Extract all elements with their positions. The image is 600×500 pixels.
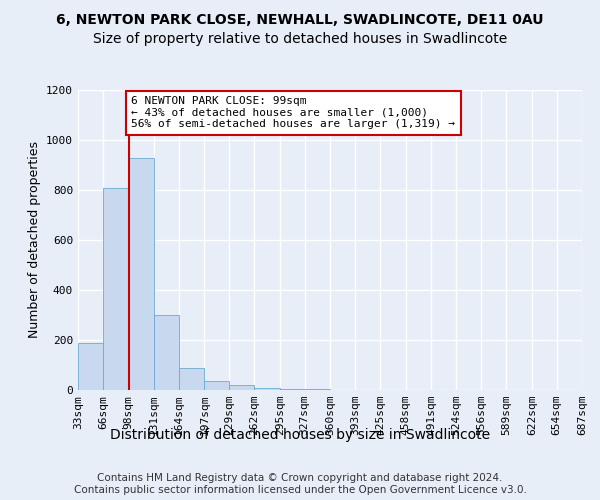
Text: 6 NEWTON PARK CLOSE: 99sqm
← 43% of detached houses are smaller (1,000)
56% of s: 6 NEWTON PARK CLOSE: 99sqm ← 43% of deta… <box>131 96 455 130</box>
Bar <box>128 158 154 390</box>
Text: Distribution of detached houses by size in Swadlincote: Distribution of detached houses by size … <box>110 428 490 442</box>
Text: Contains HM Land Registry data © Crown copyright and database right 2024.
Contai: Contains HM Land Registry data © Crown c… <box>74 474 526 495</box>
Bar <box>103 188 128 390</box>
Text: 6, NEWTON PARK CLOSE, NEWHALL, SWADLINCOTE, DE11 0AU: 6, NEWTON PARK CLOSE, NEWHALL, SWADLINCO… <box>56 12 544 26</box>
Bar <box>305 389 330 390</box>
Text: Size of property relative to detached houses in Swadlincote: Size of property relative to detached ho… <box>93 32 507 46</box>
Bar <box>229 385 254 390</box>
Y-axis label: Number of detached properties: Number of detached properties <box>28 142 41 338</box>
Bar <box>254 388 280 390</box>
Bar <box>78 342 103 390</box>
Bar <box>280 389 305 390</box>
Bar <box>179 368 205 390</box>
Bar <box>205 381 229 390</box>
Bar <box>154 315 179 390</box>
